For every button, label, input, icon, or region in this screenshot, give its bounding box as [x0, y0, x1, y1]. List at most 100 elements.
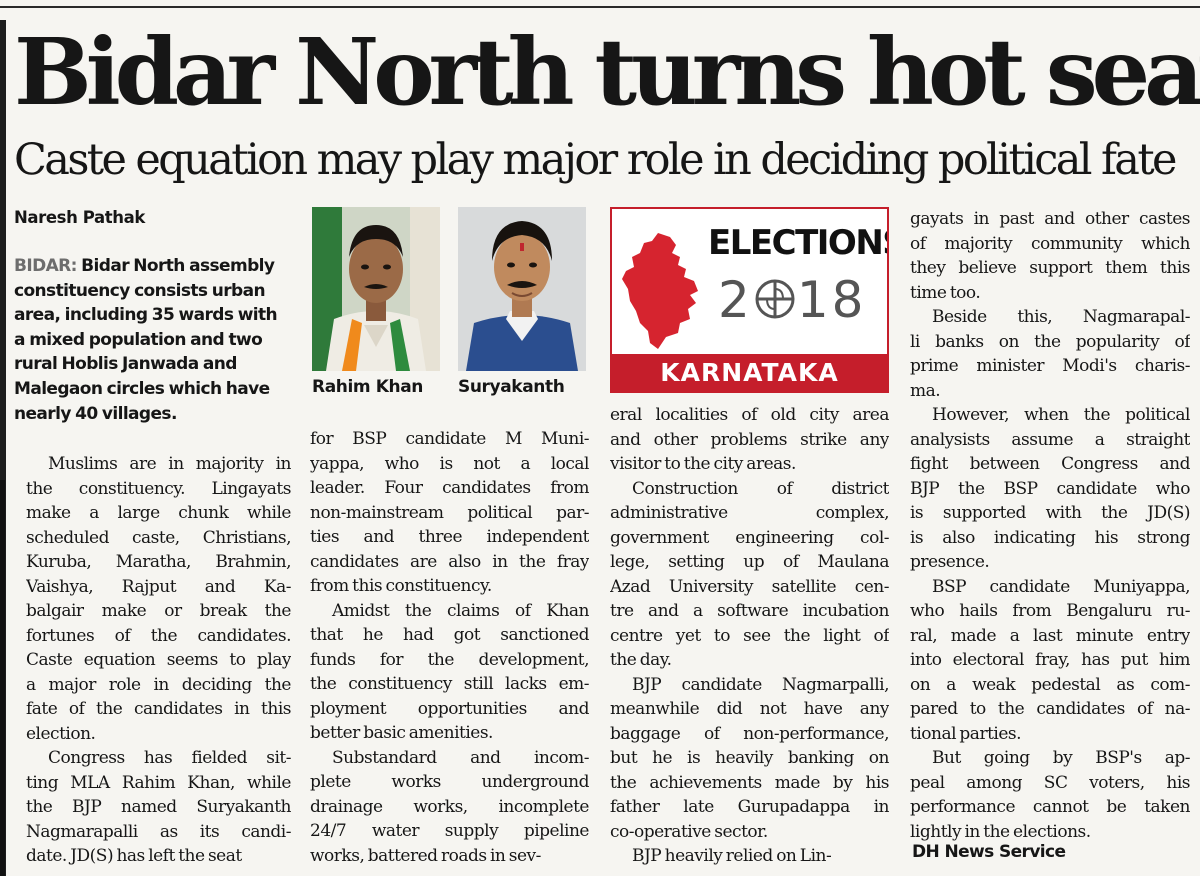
text-line: a major role in deciding the	[26, 674, 291, 695]
text-line: lege, setting up of Maulana	[610, 552, 889, 572]
text-line: co-operative sector.	[610, 821, 768, 842]
body-column-3: eral localities of old city area and othe…	[610, 403, 889, 869]
text-line: fortunes of the candidates.	[26, 625, 291, 646]
text-line: candidates are also in the fray	[310, 551, 589, 572]
elections-logo: ELECTIONS 2 18 KARNATAKA	[610, 207, 889, 393]
text-line: funds for the development,	[310, 649, 589, 670]
photo-suryakanth	[458, 207, 586, 371]
text-line: eral localities of old city area	[610, 405, 889, 425]
text-line: is also indicating his strong	[910, 527, 1190, 548]
subheadline: Caste equation may play major role in de…	[14, 135, 1177, 185]
text-line: However, when the political	[932, 405, 1190, 425]
text-line: father late Gurupadappa in	[610, 797, 889, 817]
text-line: prime minister Modi's charis-	[910, 356, 1190, 376]
text-line: BSP candidate Muniyappa,	[932, 576, 1190, 597]
logo-year-left: 2	[718, 271, 753, 329]
text-line: tional parties.	[910, 723, 1022, 744]
text-line: government engineering col-	[610, 527, 889, 548]
headline: Bidar North turns hot seat	[14, 18, 1200, 126]
text-line: BJP candidate Nagmarpalli,	[632, 674, 889, 695]
news-service-credit: DH News Service	[912, 842, 1066, 862]
text-line: of majority community which	[910, 233, 1190, 254]
body-column-1: Muslims are in majority in the constituen…	[26, 452, 291, 869]
intro-text: Bidar North assembly constituency consis…	[14, 256, 278, 424]
text-line: Congress has fielded sit-	[48, 748, 291, 768]
text-line: scheduled caste, Christians,	[26, 527, 291, 548]
text-line: But going by BSP's ap-	[932, 748, 1190, 768]
text-line: but he is heavily banking on	[610, 748, 889, 768]
text-line: visitor to the city areas.	[610, 454, 796, 474]
text-line: peal among SC voters, his	[910, 772, 1190, 793]
intro-paragraph: BIDAR: Bidar North assembly constituency…	[14, 254, 290, 426]
text-line: that he had got sanctioned	[310, 625, 589, 645]
text-line: the BJP named Suryakanth	[26, 797, 291, 817]
text-line: ma.	[910, 380, 941, 401]
photo-caption-suryakanth: Suryakanth	[458, 377, 565, 397]
text-line: drainage works, incomplete	[310, 796, 589, 817]
text-line: yappa, who is not a local	[310, 453, 589, 474]
text-line: ties and three independent	[310, 527, 589, 547]
text-line: the constituency. Lingayats	[26, 478, 291, 499]
text-line: meanwhile did not have any	[610, 699, 889, 719]
text-line: ployment opportunities and	[310, 698, 589, 719]
text-line: ral, made a last minute entry	[910, 625, 1190, 646]
text-line: Muslims are in majority in	[48, 454, 291, 474]
text-line: fight between Congress and	[910, 454, 1190, 474]
text-line: gayats in past and other castes	[910, 209, 1190, 229]
photo-rahim-khan	[312, 207, 440, 371]
text-line: and other problems strike any	[610, 429, 889, 450]
text-line: Caste equation seems to play	[26, 650, 291, 670]
text-line: works, battered roads in sev-	[310, 845, 541, 866]
text-line: the constituency still lacks em-	[310, 674, 589, 694]
text-line: the achievements made by his	[610, 772, 889, 793]
text-line: centre yet to see the light of	[610, 625, 889, 646]
text-line: Nagmarapalli as its candi-	[26, 821, 291, 842]
text-line: Beside this, Nagmarapal-	[932, 307, 1190, 327]
text-line: the day.	[610, 650, 672, 670]
top-rule	[0, 6, 1200, 8]
text-line: baggage of non-performance,	[610, 723, 889, 744]
dateline: BIDAR:	[14, 256, 77, 276]
logo-state-band: KARNATAKA	[612, 354, 887, 391]
logo-year: 2 18	[718, 271, 866, 329]
photo-caption-rahim-khan: Rahim Khan	[312, 377, 423, 397]
text-line: better basic amenities.	[310, 723, 493, 743]
text-line: they believe support them this	[910, 258, 1190, 278]
text-line: non-mainstream political par-	[310, 502, 589, 523]
text-line: administrative complex,	[610, 503, 889, 523]
text-line: analysists assume a straight	[910, 429, 1190, 450]
karnataka-map-icon	[622, 233, 698, 349]
byline: Naresh Pathak	[14, 208, 145, 227]
text-line: 24/7 water supply pipeline	[310, 821, 589, 841]
text-line: on a weak pedestal as com-	[910, 674, 1190, 695]
text-line: balgair make or break the	[26, 601, 291, 621]
text-line: BJP the BSP candidate who	[910, 478, 1190, 499]
left-page-edge	[0, 20, 6, 876]
clipping-edge	[0, 480, 5, 876]
text-line: election.	[26, 723, 96, 744]
text-line: Vaishya, Rajput and Ka-	[26, 576, 291, 597]
text-line: plete works underground	[310, 772, 589, 792]
ballot-seal-icon	[753, 275, 797, 319]
text-line: is supported with the JD(S)	[910, 503, 1190, 523]
text-line: make a large chunk while	[26, 503, 291, 523]
body-column-4: gayats in past and other castes of majori…	[910, 207, 1190, 844]
text-line: Amidst the claims of Khan	[332, 600, 589, 621]
text-line: Kuruba, Maratha, Brahmin,	[26, 552, 291, 572]
text-line: into electoral fray, has put him	[910, 650, 1190, 670]
logo-title: ELECTIONS	[708, 223, 889, 263]
text-line: presence.	[910, 552, 990, 572]
text-line: time too.	[910, 282, 981, 303]
text-line: from this constituency.	[310, 576, 492, 596]
text-line: ting MLA Rahim Khan, while	[26, 772, 291, 793]
text-line: Construction of district	[632, 478, 889, 499]
text-line: pared to the candidates of na-	[910, 699, 1190, 719]
text-line: BJP heavily relied on Lin-	[632, 846, 832, 866]
text-line: for BSP candidate M Muni-	[310, 429, 589, 449]
text-line: fate of the candidates in this	[26, 699, 291, 719]
body-column-2: for BSP candidate M Muni-yappa, who is n…	[310, 427, 589, 868]
text-line: li banks on the popularity of	[910, 331, 1190, 352]
text-line: date. JD(S) has left the seat	[26, 846, 242, 866]
text-line: Substandard and incom-	[332, 747, 589, 768]
text-line: leader. Four candidates from	[310, 478, 589, 498]
